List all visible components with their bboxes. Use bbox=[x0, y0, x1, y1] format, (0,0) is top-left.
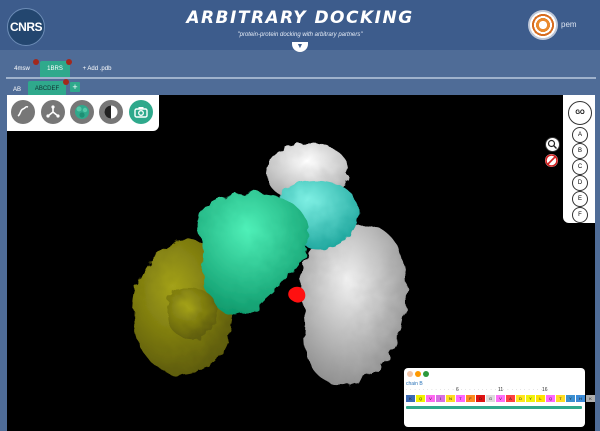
add-pdb-tab[interactable]: + Add .pdb bbox=[82, 66, 112, 72]
cnrs-logo: CNRS bbox=[7, 8, 45, 46]
window-maximize-button[interactable] bbox=[423, 371, 429, 377]
partner-logo-label: pem bbox=[561, 20, 577, 29]
residue[interactable]: Q bbox=[546, 395, 555, 402]
sequence-chain-label: chain B bbox=[406, 381, 423, 387]
chain-a-button[interactable]: A bbox=[572, 127, 588, 143]
page-subtitle: "protein-protein docking with arbitrary … bbox=[237, 32, 363, 38]
tab-chains-ab[interactable]: AB bbox=[12, 87, 21, 93]
close-tab-abcdef-icon[interactable] bbox=[63, 79, 69, 85]
view-toolbar bbox=[7, 95, 159, 131]
window-minimize-button[interactable] bbox=[415, 371, 421, 377]
residue[interactable]: G bbox=[486, 395, 495, 402]
molecule-viewer[interactable]: GO A B C D E F chain B . . . . . . . . .… bbox=[7, 95, 595, 431]
residue[interactable]: I bbox=[436, 395, 445, 402]
chain-selector-panel: GO A B C D E F bbox=[563, 95, 595, 223]
app-header: CNRS ARBITRARY DOCKING "protein-protein … bbox=[0, 0, 600, 50]
residue[interactable]: V bbox=[426, 395, 435, 402]
sequence-scrollbar[interactable] bbox=[406, 406, 582, 409]
residue[interactable]: D bbox=[516, 395, 525, 402]
residue[interactable]: V bbox=[496, 395, 505, 402]
close-tab-1brs-icon[interactable] bbox=[66, 59, 72, 65]
chain-f-button[interactable]: F bbox=[572, 207, 588, 223]
tab-1brs[interactable]: 1BRS bbox=[40, 61, 70, 77]
chain-gray-surface bbox=[300, 224, 407, 386]
forbidden-icon[interactable] bbox=[545, 154, 558, 167]
search-icon[interactable] bbox=[545, 137, 560, 152]
tab-4msw[interactable]: 4msw bbox=[14, 66, 30, 72]
residue[interactable]: T bbox=[556, 395, 565, 402]
surface-icon[interactable] bbox=[70, 100, 94, 124]
residue[interactable]: Y bbox=[566, 395, 575, 402]
ligand-marker bbox=[288, 286, 306, 303]
sequence-ruler-dots: . . . . . . . . . . . . . . . . . . . . … bbox=[406, 386, 544, 391]
residue[interactable]: D bbox=[476, 395, 485, 402]
sequence-index: 11 bbox=[498, 387, 504, 393]
residue[interactable]: K bbox=[586, 395, 595, 402]
residue[interactable]: N bbox=[446, 395, 455, 402]
chain-d-button[interactable]: D bbox=[572, 175, 588, 191]
residue[interactable]: Y bbox=[526, 395, 535, 402]
add-chain-set-button[interactable]: + bbox=[70, 82, 80, 92]
protein-surface-render[interactable] bbox=[7, 95, 595, 431]
chain-b-button[interactable]: B bbox=[572, 143, 588, 159]
residue[interactable]: Q bbox=[416, 395, 425, 402]
residue[interactable]: H bbox=[576, 395, 585, 402]
residue[interactable]: K bbox=[406, 395, 415, 402]
window-close-button[interactable] bbox=[407, 371, 413, 377]
tab-divider bbox=[6, 77, 596, 79]
residue[interactable]: L bbox=[536, 395, 545, 402]
page-title: ARBITRARY DOCKING bbox=[186, 8, 414, 28]
ribbon-icon[interactable] bbox=[11, 100, 35, 124]
go-button[interactable]: GO bbox=[568, 101, 592, 125]
chain-c-button[interactable]: C bbox=[572, 159, 588, 175]
residue[interactable]: A bbox=[506, 395, 515, 402]
chain-green-surface bbox=[197, 193, 309, 316]
partner-logo bbox=[528, 10, 558, 40]
sequence-ruler: 6 11 16 bbox=[406, 387, 584, 393]
sequence-panel: chain B . . . . . . . . . . . . . . . . … bbox=[404, 368, 595, 427]
residue[interactable]: T bbox=[456, 395, 465, 402]
sequence-residues: KQVINTFDGVADYLQTYHKL bbox=[406, 395, 595, 402]
sequence-index: 6 bbox=[456, 387, 459, 393]
tab-chains-abcdef[interactable]: ABCDEF bbox=[28, 81, 66, 97]
close-tab-4msw-icon[interactable] bbox=[33, 59, 39, 65]
chevron-down-icon[interactable]: ▼ bbox=[292, 42, 308, 52]
camera-icon[interactable] bbox=[129, 100, 153, 124]
contrast-icon[interactable] bbox=[99, 100, 123, 124]
residue[interactable]: F bbox=[466, 395, 475, 402]
chain-e-button[interactable]: E bbox=[572, 191, 588, 207]
chain-gold-front-surface bbox=[166, 287, 217, 340]
ligand-icon[interactable] bbox=[41, 100, 65, 124]
sequence-index: 16 bbox=[542, 387, 548, 393]
